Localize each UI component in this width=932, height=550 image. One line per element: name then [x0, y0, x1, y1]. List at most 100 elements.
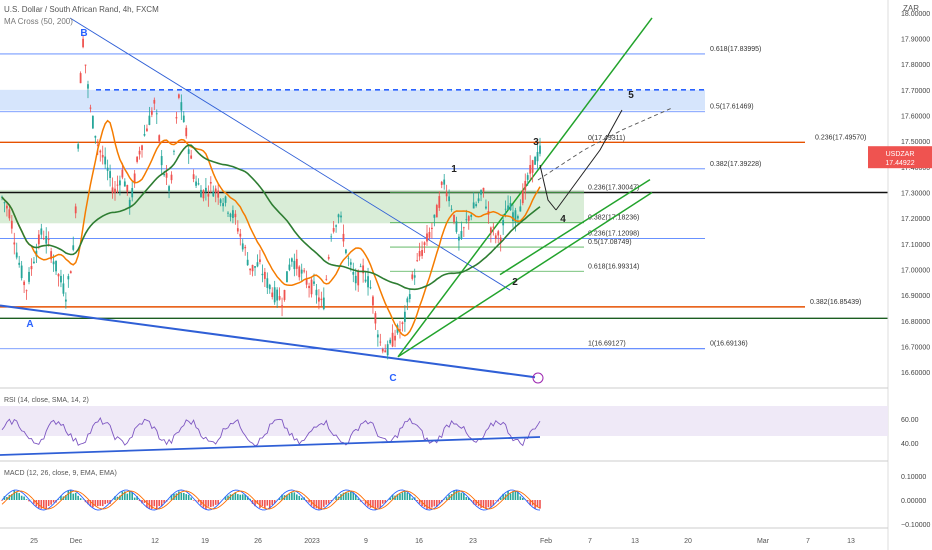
- macd-hist-bar: [138, 500, 141, 502]
- candle-body: [376, 334, 379, 338]
- macd-hist-bar: [180, 492, 183, 500]
- candle-body: [273, 287, 276, 303]
- macd-hist-bar: [244, 494, 247, 500]
- rsi-label: RSI (14, close, SMA, 14, 2): [4, 397, 89, 404]
- candle-body: [283, 289, 286, 300]
- macd-hist-bar: [65, 495, 67, 500]
- macd-hist-bar: [20, 495, 23, 500]
- macd-hist-bar: [28, 500, 30, 502]
- x-tick-13: Mar: [757, 538, 770, 545]
- candle-body: [263, 271, 266, 279]
- candle-body: [111, 187, 114, 194]
- candle-body: [254, 266, 256, 268]
- candle-body: [8, 209, 11, 219]
- y-tick-5: 17.50000: [901, 139, 930, 146]
- candle-body: [379, 341, 382, 343]
- fib-label-8: 0.5(17.08749): [588, 239, 632, 246]
- candle-body: [455, 221, 458, 232]
- candle-body: [494, 235, 497, 239]
- macd-hist-bar: [87, 500, 89, 505]
- y-tick-14: 16.60000: [901, 370, 930, 377]
- macd-hist-bar: [529, 500, 531, 506]
- macd-hist-bar: [246, 496, 249, 500]
- y-tick-3: 17.70000: [901, 88, 930, 95]
- rsi-trendline: [0, 436, 541, 456]
- macd-hist-bar: [300, 497, 303, 500]
- macd-hist-bar: [38, 500, 40, 509]
- rsi-tick-60: 60.00: [901, 417, 919, 424]
- y-tick-2: 17.80000: [901, 62, 930, 69]
- candle-body: [502, 220, 505, 226]
- candle-body: [256, 262, 259, 267]
- macd-hist-bar: [519, 496, 522, 500]
- candle-body: [89, 107, 92, 109]
- candle-body: [72, 245, 75, 250]
- candle-body: [340, 215, 342, 218]
- candle-body: [170, 174, 173, 181]
- macd-hist-bar: [492, 500, 495, 506]
- x-tick-15: 13: [847, 538, 855, 545]
- macd-hist-bar: [396, 494, 399, 500]
- candle-body: [462, 227, 465, 229]
- macd-hist-bar: [151, 500, 153, 509]
- macd-hist-bar: [6, 496, 8, 500]
- candle-body: [91, 115, 94, 129]
- candle-body: [177, 94, 180, 98]
- candle-body: [28, 271, 30, 282]
- candle-body: [480, 190, 482, 195]
- macd-hist-bar: [509, 493, 512, 500]
- macd-hist-bar: [482, 500, 485, 508]
- candle-body: [536, 151, 539, 162]
- candle-body: [399, 329, 401, 331]
- macd-hist-bar: [241, 494, 244, 500]
- macd-hist-bar: [200, 500, 202, 506]
- macd-hist-bar: [426, 500, 428, 510]
- candle-body: [374, 313, 377, 324]
- macd-hist-bar: [377, 500, 379, 508]
- candle-body: [521, 190, 524, 204]
- candle-body: [229, 213, 232, 218]
- candle-body: [406, 298, 409, 303]
- macd-hist-bar: [318, 500, 320, 510]
- candle-body: [40, 228, 43, 235]
- candle-body: [227, 212, 229, 214]
- macd-hist-bar: [281, 494, 283, 500]
- macd-hist-bar: [23, 496, 25, 500]
- candle-body: [271, 292, 274, 298]
- candle-body: [106, 167, 109, 171]
- macd-hist-bar: [207, 500, 210, 507]
- wave-label-c: C: [389, 373, 396, 384]
- macd-hist-bar: [330, 500, 332, 501]
- candle-body: [305, 278, 308, 285]
- candle-body: [524, 180, 527, 191]
- candle-body: [278, 296, 281, 300]
- macd-hist-bar: [357, 498, 360, 500]
- candle-body: [165, 173, 168, 178]
- candle-body: [77, 144, 80, 149]
- candle-body: [426, 233, 428, 242]
- macd-hist-bar: [460, 492, 463, 500]
- symbol-title: U.S. Dollar / South African Rand, 4h, FX…: [4, 5, 159, 14]
- candle-body: [37, 234, 40, 245]
- macd-hist-bar: [526, 500, 529, 502]
- macd-hist-bar: [374, 500, 377, 510]
- candle-body: [251, 264, 254, 272]
- macd-hist-bar: [101, 500, 104, 507]
- ma-slow-line: [1, 144, 541, 291]
- macd-hist-bar: [315, 500, 318, 509]
- candle-body: [84, 64, 87, 66]
- candle-body: [327, 257, 330, 259]
- candle-body: [529, 165, 532, 174]
- candle-body: [150, 110, 153, 115]
- candle-body: [465, 219, 468, 221]
- x-tick-4: 26: [254, 538, 262, 545]
- candle-body: [433, 214, 436, 218]
- candle-body: [202, 190, 205, 199]
- candle-body: [23, 281, 26, 286]
- macd-hist-bar: [173, 493, 175, 500]
- candle-body: [313, 281, 315, 284]
- macd-hist-bar: [190, 497, 192, 500]
- macd-hist-bar: [499, 497, 502, 500]
- candle-body: [411, 274, 414, 279]
